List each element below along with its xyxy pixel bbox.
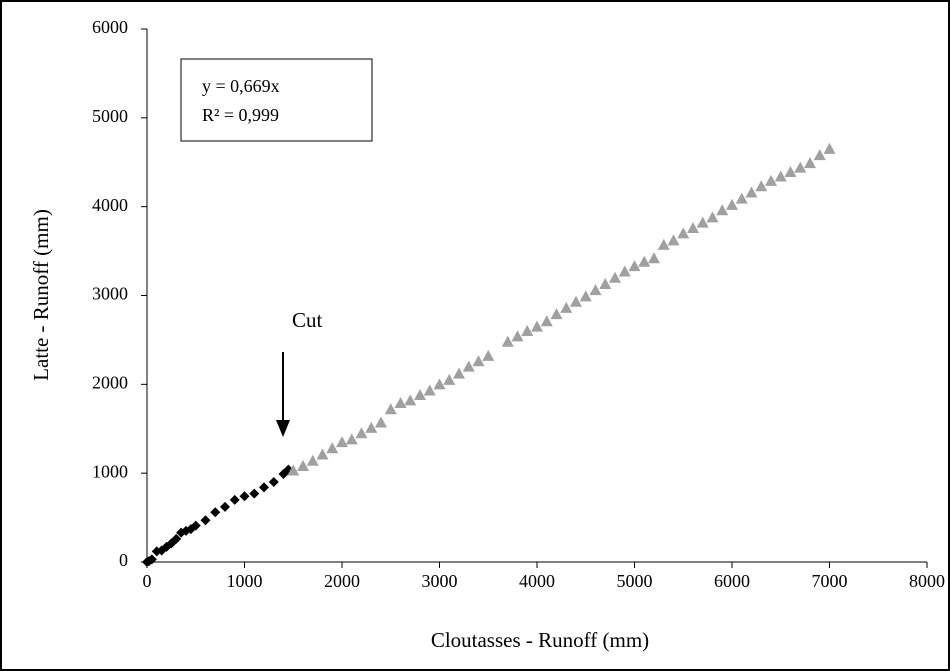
point	[394, 396, 407, 408]
point	[316, 448, 329, 460]
point	[210, 507, 221, 518]
point	[501, 335, 514, 347]
equation: y = 0,669x	[202, 76, 280, 96]
r-squared: R² = 0,999	[202, 105, 279, 125]
point	[628, 260, 641, 272]
point	[609, 271, 621, 283]
point	[306, 454, 319, 466]
x-tick-label: 0	[143, 571, 152, 591]
point	[462, 360, 475, 372]
x-tick-label: 2000	[324, 571, 360, 591]
point	[657, 238, 670, 250]
point	[345, 433, 358, 445]
point	[716, 204, 729, 216]
point	[365, 421, 378, 433]
equation-box	[180, 58, 373, 142]
point	[794, 161, 807, 173]
point	[453, 367, 465, 379]
point	[755, 180, 768, 192]
point	[249, 488, 260, 499]
point	[268, 477, 279, 488]
point	[171, 533, 182, 544]
point	[784, 166, 797, 178]
point	[404, 394, 417, 406]
point	[599, 277, 612, 289]
point	[229, 494, 240, 505]
point	[472, 355, 485, 367]
point	[765, 174, 777, 186]
x-tick-label: 7000	[812, 571, 848, 591]
point	[560, 301, 573, 313]
point	[550, 308, 563, 320]
point	[823, 142, 836, 154]
point	[813, 149, 826, 161]
point	[589, 284, 602, 296]
point	[521, 325, 534, 337]
point	[287, 464, 300, 476]
x-tick-label: 1000	[227, 571, 263, 591]
y-tick-label: 3000	[92, 284, 128, 304]
cut-label: Cut	[292, 308, 323, 332]
y-tick-label: 4000	[92, 195, 128, 215]
point	[774, 170, 787, 182]
point	[384, 403, 397, 415]
point	[696, 216, 709, 228]
x-tick-label: 3000	[422, 571, 458, 591]
point	[423, 384, 436, 396]
point	[482, 349, 495, 361]
y-tick-label: 5000	[92, 106, 128, 126]
point	[146, 554, 157, 565]
point	[638, 255, 651, 267]
point	[579, 290, 592, 302]
x-tick-label: 6000	[714, 571, 750, 591]
x-axis-label: Cloutasses - Runoff (mm)	[431, 628, 649, 652]
point	[336, 436, 348, 448]
y-axis-label: Latte - Runoff (mm)	[29, 209, 53, 381]
point	[570, 295, 582, 307]
point	[414, 388, 426, 400]
point	[511, 330, 524, 342]
x-tick-label: 5000	[617, 571, 653, 591]
y-tick-label: 2000	[92, 372, 128, 392]
point	[618, 265, 631, 277]
point	[531, 320, 543, 332]
cut-arrow-head	[276, 420, 290, 437]
point	[745, 186, 758, 198]
point	[540, 315, 553, 327]
y-tick-label: 6000	[92, 17, 128, 37]
point	[259, 482, 269, 493]
x-tick-label: 8000	[909, 571, 945, 591]
point	[190, 520, 201, 531]
point	[297, 460, 309, 472]
x-tick-label: 4000	[519, 571, 555, 591]
point	[706, 211, 719, 223]
point	[375, 416, 387, 428]
point	[726, 198, 738, 210]
point	[355, 427, 368, 439]
point	[648, 252, 660, 264]
point	[687, 221, 699, 233]
point	[677, 227, 690, 239]
point	[200, 515, 211, 526]
y-tick-label: 1000	[92, 461, 128, 481]
point	[433, 378, 446, 390]
y-tick-label: 0	[119, 550, 128, 570]
point	[735, 192, 748, 204]
point	[804, 157, 816, 169]
point	[443, 373, 456, 385]
point	[667, 234, 680, 246]
point	[239, 491, 250, 502]
point	[220, 501, 230, 512]
point	[326, 442, 339, 454]
